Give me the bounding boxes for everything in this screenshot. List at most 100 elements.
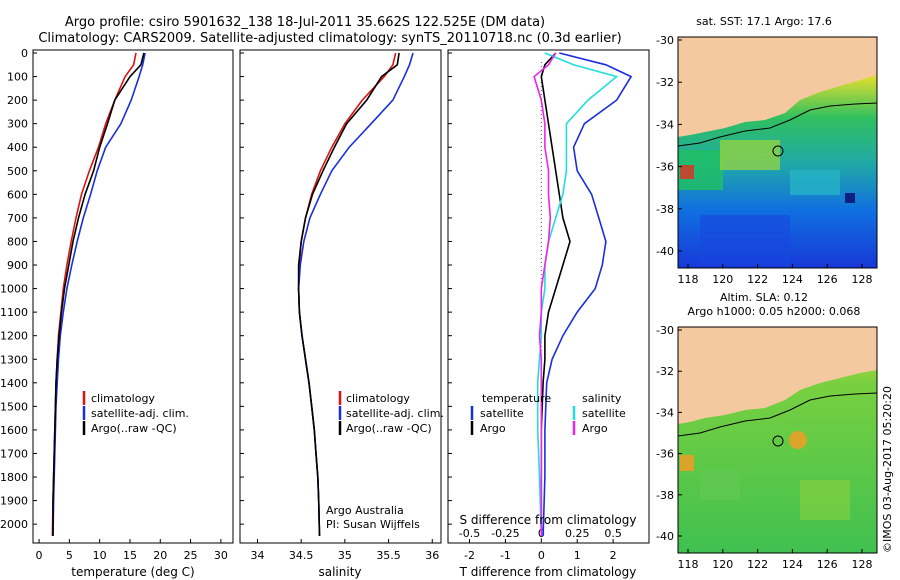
x-tick-label: 10 [93,549,107,562]
sst-map-frame [677,36,878,269]
legend-s-argo-label: Argo [582,422,608,435]
series-climatology-line [51,52,137,536]
sst-patch [700,215,790,265]
x-tick-label: 15 [123,549,137,562]
x-tick-label: 20 [153,549,167,562]
sla-patch [789,431,807,449]
argo-position-marker [772,435,784,447]
depth-contour [678,102,877,147]
x-tick-label-secondary: -0.5 [459,527,480,540]
lat-tick-label: -32 [656,76,674,89]
sla-patch [800,480,850,520]
difference-panel [447,49,650,544]
lon-tick-label: 118 [678,273,699,286]
salinity-legend: climatology satellite-adj. clim. Argo(..… [338,391,444,435]
lon-tick-label: 124 [782,273,803,286]
sst-map-title: sat. SST: 17.1 Argo: 17.6 [696,15,832,28]
sst-patch [720,140,780,170]
depth-tick-label: 700 [7,212,28,225]
sla-patch [700,470,740,500]
sst-patch [680,165,694,179]
depth-tick-label: 600 [7,188,28,201]
x-tick-label: 30 [214,549,228,562]
series-argo-line [52,52,145,536]
t-difference-xlabel: T difference from climatology [459,565,637,579]
land [678,327,877,424]
temperature-panel [32,49,234,544]
sla-map-title2: Argo h1000: 0.05 h2000: 0.068 [688,305,861,318]
legend-s-satellite-label: satellite [582,407,626,420]
sst-map-axes: -30 -32 -34 -36 -38 -40 118 120 122 124 126 128 [656,34,872,286]
depth-tick-label: 1200 [0,330,28,343]
x-tick-label-secondary: 0.5 [604,527,622,540]
x-tick-label-secondary: 0.25 [565,527,590,540]
x-tick-label: 35 [338,549,352,562]
depth-tick-label: 1800 [0,471,28,484]
difference-series [533,52,633,536]
lon-tick-label: 126 [817,558,838,571]
legend-climatology-label: climatology [346,392,410,405]
legend-t-argo-label: Argo [480,422,506,435]
lat-tick-label: -30 [656,324,674,337]
series-satellite-line [297,52,414,536]
x-tick-label: -1 [500,549,511,562]
series-climatology-line [297,52,397,536]
sla-patch [680,455,694,471]
x-tick-label: 0 [538,549,545,562]
legend-satellite-label: satellite-adj. clim. [346,407,444,420]
temperature-xlabel: temperature (deg C) [71,565,194,579]
depth-tick-label: 400 [7,141,28,154]
header-line1: Argo profile: csiro 5901632_138 18-Jul-2… [65,15,545,30]
lon-tick-label: 124 [782,558,803,571]
legend-temperature-title: temperature [482,392,551,405]
depth-axis: 0 100 200 300 400 500 600 700 800 900 1000 1100 1200… [0,47,452,531]
x-tick-label-secondary: -0.25 [491,527,519,540]
x-tick-label: 35.5 [376,549,401,562]
depth-tick-label: 1300 [0,353,28,366]
lon-tick-label: 120 [712,273,733,286]
series-argo-line [297,52,400,536]
sst-patch [845,193,855,203]
lat-tick-label: -34 [656,118,674,131]
credit-line2: PI: Susan Wijffels [326,518,420,531]
salinity-xlabel: salinity [318,565,361,579]
lon-tick-label: 118 [678,558,699,571]
lat-tick-label: -32 [656,365,674,378]
depth-tick-label: 800 [7,235,28,248]
lon-tick-label: 122 [747,273,768,286]
salinity-series [297,52,414,536]
salinity-x-axis: 34 34.5 35 35.5 36 [250,539,439,562]
temperature-series [51,52,146,536]
legend-argo-label: Argo(..raw -QC) [346,422,432,435]
x-tick-label: 1 [574,549,581,562]
x-tick-label: 0 [36,549,43,562]
lon-tick-label: 128 [852,273,873,286]
x-tick-label: -2 [464,549,475,562]
depth-tick-label: 1000 [0,283,28,296]
series-argo-line [540,52,571,536]
x-tick-label: 34.5 [289,549,314,562]
x-tick-label: 36 [425,549,439,562]
x-tick-label: 25 [184,549,198,562]
depth-tick-label: 200 [7,94,28,107]
legend-t-satellite-label: satellite [480,407,524,420]
sla-map [678,327,877,553]
lat-tick-label: -34 [656,406,674,419]
depth-contour [678,392,877,437]
lat-tick-label: -40 [656,530,674,543]
series-satellite-line [542,52,633,536]
lon-tick-label: 120 [712,558,733,571]
sla-map-frame [677,326,878,554]
x-tick-label: 2 [610,549,617,562]
difference-legend: temperature salinity satellite Argo sate… [470,392,626,435]
legend-argo-label: Argo(..raw -QC) [91,422,177,435]
salinity-panel [239,49,442,544]
series-sal_argo-line [533,52,557,536]
depth-tick-label: 100 [7,71,28,84]
lon-tick-label: 122 [747,558,768,571]
lon-tick-label: 126 [817,273,838,286]
sla-map-title1: Altim. SLA: 0.12 [720,291,808,304]
sst-patch [790,170,840,195]
legend-climatology-label: climatology [91,392,155,405]
